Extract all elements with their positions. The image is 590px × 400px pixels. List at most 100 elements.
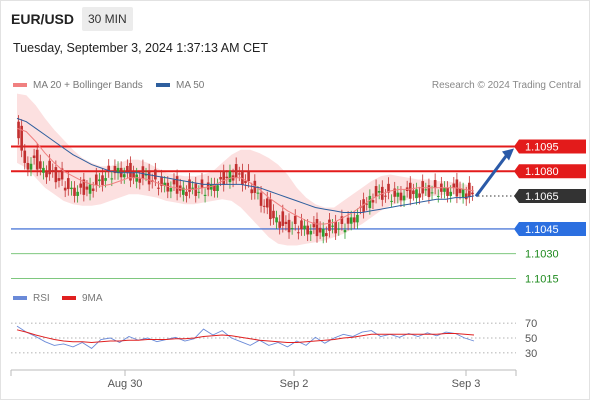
rsi-tick-label-30: 30: [525, 348, 537, 360]
candle-body: [200, 179, 204, 188]
candle-body: [175, 176, 179, 194]
legend-swatch-ma20: [13, 83, 27, 88]
candle-body: [346, 217, 350, 224]
rsi-tick-label-50: 50: [525, 333, 537, 345]
legend-label-ma20: MA 20 + Bollinger Bands: [33, 80, 143, 91]
rsi-9ma-line: [16, 329, 475, 344]
candle-body: [147, 170, 151, 185]
candle-body: [191, 187, 194, 189]
candle-body: [35, 149, 39, 170]
candle-body: [284, 221, 288, 224]
candle-body: [371, 200, 375, 203]
candle-body: [390, 200, 393, 202]
candle-body: [325, 233, 328, 237]
level-label-box-2: [514, 188, 586, 203]
candle-body: [76, 191, 79, 196]
candle-body: [278, 221, 282, 228]
forecast-arrow-shaft: [474, 152, 510, 198]
candle-body: [219, 176, 222, 180]
candle-body: [328, 219, 331, 231]
candle-body: [343, 230, 347, 233]
candle-body: [293, 215, 297, 224]
candle-body: [129, 162, 132, 181]
timeframe-badge[interactable]: 30 MIN: [82, 7, 133, 31]
candle-body: [63, 187, 67, 191]
candle-body: [144, 174, 148, 176]
legend-rsi: RSI: [13, 293, 50, 304]
rsi-tick-label-70: 70: [525, 318, 537, 330]
candle-body: [241, 170, 244, 185]
candle-body: [393, 188, 397, 197]
candle-body: [163, 182, 166, 186]
candle-body: [185, 191, 188, 196]
candle-body: [433, 180, 437, 188]
candle-body: [449, 191, 452, 196]
level-label-1: 1.1080: [525, 166, 559, 178]
candle-body: [213, 184, 216, 191]
candle-body: [197, 191, 201, 193]
candle-body: [206, 182, 210, 190]
candle-body: [461, 189, 465, 198]
candle-body: [265, 198, 269, 208]
candle-body: [352, 217, 356, 223]
candle-body: [113, 165, 117, 174]
level-label-2: 1.1065: [525, 191, 559, 203]
candle-body: [172, 179, 176, 185]
candle-body: [430, 192, 434, 194]
candle-body: [362, 199, 365, 212]
candle-body: [39, 161, 42, 169]
candle-body: [452, 183, 456, 188]
candle-body: [66, 178, 70, 190]
candle-body: [98, 179, 101, 182]
candle-body: [331, 225, 334, 227]
candle-body: [306, 225, 309, 235]
candle-body: [408, 182, 412, 199]
candle-body: [79, 183, 83, 188]
symbol-title: EUR/USD: [11, 11, 75, 27]
candle-body: [321, 228, 325, 237]
candle-body: [32, 155, 36, 158]
candle-body: [412, 190, 415, 195]
forecast-arrow-head: [502, 148, 514, 161]
candle-body: [166, 182, 170, 192]
candle-body: [269, 199, 272, 220]
candle-body: [402, 195, 406, 201]
candle-body: [290, 228, 294, 230]
candle-body: [126, 165, 129, 172]
candle-body: [312, 222, 316, 228]
candle-body: [287, 219, 291, 233]
candle-body: [368, 195, 372, 209]
candle-body: [446, 187, 449, 196]
candle-body: [458, 188, 462, 193]
candle-body: [73, 187, 76, 196]
candle-body: [415, 189, 418, 199]
candle-body: [29, 163, 33, 170]
candle-body: [160, 176, 163, 186]
candle-body: [464, 193, 468, 200]
candle-body: [70, 187, 73, 190]
candle-body: [418, 193, 421, 198]
candle-body: [182, 187, 185, 195]
candle-body: [132, 172, 135, 178]
candle-body: [209, 184, 213, 190]
candle-body: [54, 167, 58, 183]
candle-body: [377, 191, 381, 193]
candle-body: [203, 194, 207, 196]
bollinger-band-area: [17, 93, 474, 246]
candle-body: [356, 214, 359, 223]
candle-body: [216, 185, 219, 191]
candle-body: [262, 205, 266, 207]
candle-body: [51, 170, 55, 172]
candle-body: [17, 121, 20, 139]
candle-body: [222, 171, 226, 185]
candle-body: [157, 187, 160, 189]
candle-body: [20, 125, 23, 151]
candle-body: [303, 225, 306, 230]
legend-label-rsi: RSI: [33, 293, 50, 304]
candle-body: [272, 210, 275, 219]
legend-ma20-bb: MA 20 + Bollinger Bands: [13, 80, 143, 91]
candle-body: [396, 192, 400, 197]
level-label-box-1: [514, 164, 586, 179]
candle-body: [275, 217, 278, 223]
